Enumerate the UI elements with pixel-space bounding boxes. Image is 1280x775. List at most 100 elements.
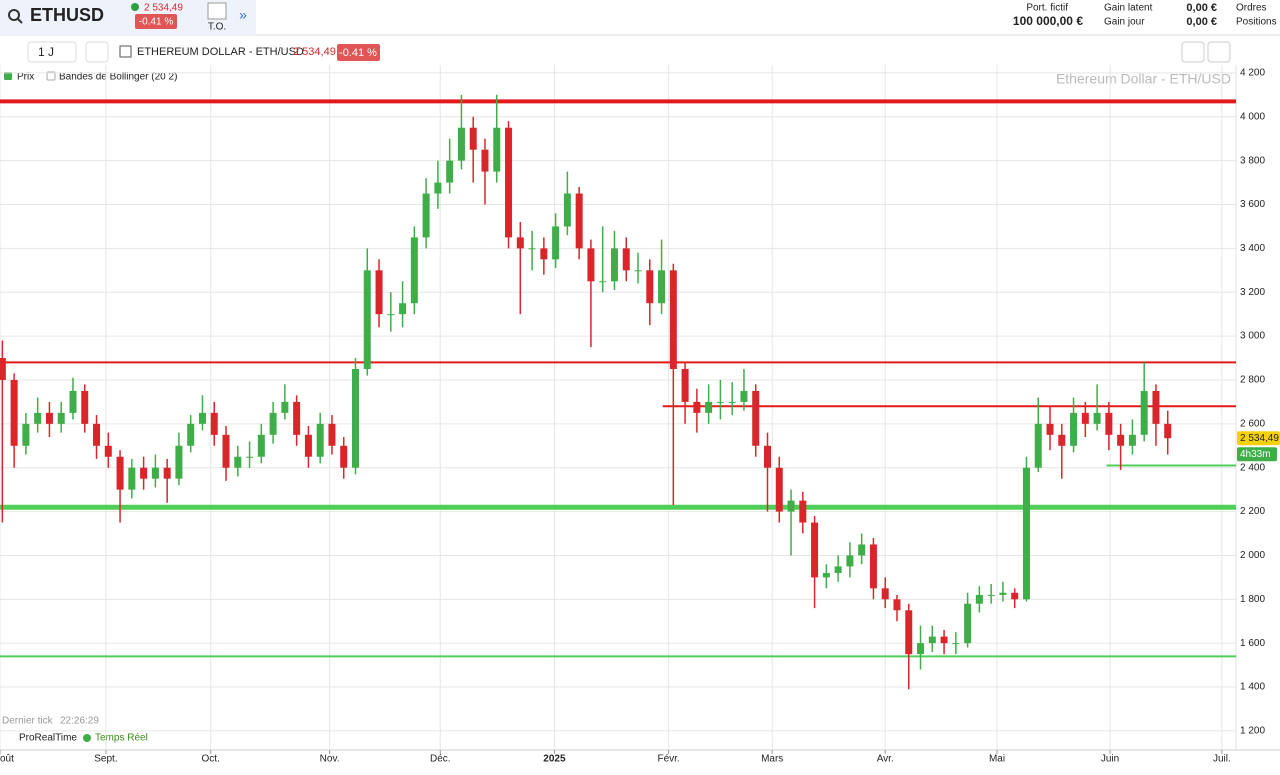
candle-body [740, 390, 748, 402]
candle-body [693, 401, 701, 413]
x-tick-label: Mars [761, 754, 783, 765]
candle-body [516, 237, 524, 249]
tools-button[interactable] [1181, 41, 1205, 63]
candle-body [669, 270, 677, 370]
candle-body [210, 412, 218, 435]
candle-body [234, 456, 242, 468]
candle-body [1117, 434, 1125, 446]
gain-jour: 0,00 € [1186, 16, 1217, 28]
candle-body [163, 467, 171, 479]
timer: 4h33m [1240, 449, 1271, 460]
y-tick-label: 3 200 [1240, 287, 1265, 298]
candle-body [1164, 423, 1172, 439]
x-tick-label: Sept. [94, 754, 117, 765]
legend-indicator[interactable]: Bandes de Bollinger (20 2) [59, 72, 177, 83]
watermark: Ethereum Dollar - ETH/USD [1056, 71, 1231, 87]
x-tick-label: 2025 [543, 754, 566, 765]
x-tick-label: Oct. [202, 754, 220, 765]
realtime: Temps Réel [95, 733, 148, 744]
candle-body [1140, 390, 1148, 435]
candle-body [198, 412, 206, 424]
candle-body [716, 401, 724, 403]
candle-body [940, 636, 948, 644]
x-tick-label: Févr. [657, 754, 679, 765]
x-tick-label: oût [0, 754, 14, 765]
candle-body [469, 127, 477, 150]
candle-body [775, 467, 783, 512]
candle-body [34, 412, 42, 424]
candle-body [869, 544, 877, 589]
candle-body [1093, 412, 1101, 424]
candle-body [45, 412, 53, 424]
portfolio-label: Port. fictif [1026, 3, 1068, 14]
candle-body [881, 588, 889, 600]
candle-body [387, 314, 395, 316]
candle-body [375, 270, 383, 315]
y-tick-label: 2 000 [1240, 550, 1265, 561]
candle-body [257, 434, 265, 457]
candle-body [1128, 434, 1136, 446]
toolbar-price: 2 534,49 [293, 46, 336, 58]
y-tick-label: 1 600 [1240, 638, 1265, 649]
last-tick: 22:26:29 [60, 716, 99, 727]
x-tick-label: Juin [1101, 754, 1119, 765]
last-tick-label: Dernier tick [2, 716, 54, 727]
positions[interactable]: Positions [1236, 17, 1277, 28]
candle-body [316, 423, 324, 457]
period-select[interactable] [27, 41, 77, 63]
candle-body [128, 467, 136, 490]
y-tick-label: 4 200 [1240, 68, 1265, 79]
candle-body [858, 544, 866, 556]
candle-body [399, 303, 407, 315]
expand[interactable]: » [239, 7, 247, 23]
orders[interactable]: Ordres [1236, 3, 1267, 14]
chart: 1 200 1 400 1 600 1 800 2 000 2 200 2 400 2 600… [0, 65, 1280, 765]
legend-price[interactable]: Prix [17, 72, 34, 83]
candle-body [434, 182, 442, 194]
candle-body [528, 248, 536, 250]
candle-body [658, 270, 666, 304]
candle-body [0, 358, 6, 380]
candle-body [964, 603, 972, 644]
header-change: -0.41 % [139, 17, 174, 28]
candle-body [728, 401, 736, 403]
candle-body [646, 270, 654, 304]
candle-body [410, 237, 418, 304]
candle-body [575, 193, 583, 249]
candle-body [1011, 592, 1019, 600]
candle-body [610, 248, 618, 282]
candle-body [834, 566, 842, 573]
candle-body [187, 423, 195, 446]
candle-body [140, 467, 148, 479]
period[interactable]: 1 J [38, 45, 54, 59]
brand: ProRealTime [19, 733, 77, 744]
gain-latent-label: Gain latent [1104, 3, 1153, 14]
y-tick-label: 1 400 [1240, 682, 1265, 693]
x-tick-label: Avr. [877, 754, 894, 765]
candle-body [1070, 412, 1078, 446]
candle-body [893, 599, 901, 611]
y-tick-label: 4 000 [1240, 111, 1265, 122]
candle-body [799, 500, 807, 523]
last-price-tag [1237, 431, 1280, 446]
candle-body [481, 149, 489, 172]
candle-body [905, 610, 913, 655]
symbol[interactable]: ETHUSD [30, 5, 104, 25]
chart-type-button[interactable] [85, 41, 109, 63]
last-price-label: 2 534,49 [1240, 433, 1279, 444]
candle-body [151, 467, 159, 479]
candle-body [999, 592, 1007, 595]
candle-body [822, 572, 830, 578]
y-tick-label: 2 200 [1240, 506, 1265, 517]
candle-body [599, 281, 607, 283]
y-tick-label: 1 200 [1240, 726, 1265, 737]
x-tick-label: Nov. [320, 754, 340, 765]
candle-body [69, 390, 77, 413]
trade-order[interactable]: T.O. [208, 22, 226, 33]
candle-body [587, 248, 595, 282]
y-tick-label: 2 800 [1240, 375, 1265, 386]
candle-body [93, 423, 101, 446]
instrument: ETHEREUM DOLLAR - ETH/USD [137, 46, 304, 58]
window-button[interactable] [1207, 41, 1231, 63]
